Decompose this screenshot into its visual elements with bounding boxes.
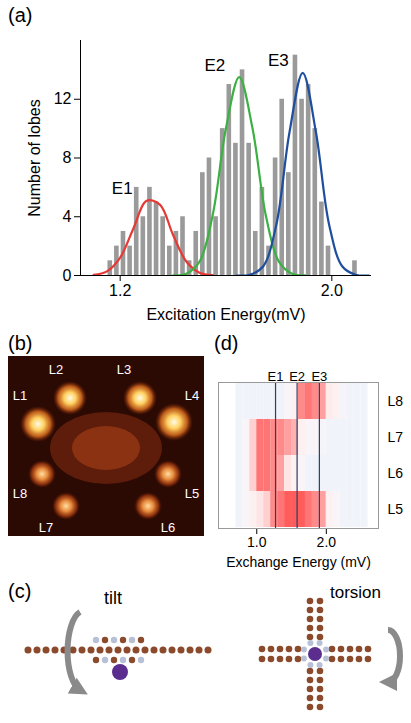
svg-text:12: 12: [54, 90, 72, 107]
svg-text:Excitation Energy(mV): Excitation Energy(mV): [146, 306, 305, 323]
svg-text:L3: L3: [117, 362, 131, 377]
html-text:(c): (c): [8, 580, 32, 602]
svg-text:L5: L5: [185, 486, 199, 501]
svg-text:E2: E2: [289, 369, 305, 384]
svg-text:L1: L1: [13, 388, 27, 403]
svg-text:2.0: 2.0: [321, 282, 343, 299]
svg-text:E3: E3: [268, 51, 289, 70]
svg-text:L4: L4: [185, 388, 199, 403]
svg-text:E2: E2: [204, 56, 225, 75]
svg-text:1.0: 1.0: [247, 534, 267, 550]
html-text:(b): (b): [8, 332, 33, 354]
html-text:(a): (a): [8, 4, 33, 26]
svg-text:Number of lobes: Number of lobes: [26, 99, 43, 216]
svg-text:L6: L6: [388, 465, 404, 481]
svg-text:torsion: torsion: [330, 583, 381, 602]
svg-text:E3: E3: [311, 369, 327, 384]
svg-text:8: 8: [63, 149, 72, 166]
svg-text:2.0: 2.0: [317, 534, 337, 550]
svg-text:0: 0: [63, 267, 72, 284]
svg-text:L8: L8: [388, 393, 404, 409]
svg-text:L5: L5: [388, 501, 404, 517]
svg-text:L7: L7: [39, 520, 53, 535]
svg-text:E1: E1: [268, 369, 284, 384]
svg-text:L8: L8: [13, 486, 27, 501]
svg-text:L2: L2: [49, 362, 63, 377]
html-text:(d): (d): [214, 332, 239, 354]
svg-text:1.2: 1.2: [109, 282, 131, 299]
svg-text:tilt: tilt: [104, 588, 122, 608]
svg-text:4: 4: [63, 208, 72, 225]
svg-text:Exchange Energy (mV): Exchange Energy (mV): [226, 554, 371, 570]
svg-text:E1: E1: [112, 179, 133, 198]
svg-text:L6: L6: [161, 520, 175, 535]
svg-text:L7: L7: [388, 429, 404, 445]
